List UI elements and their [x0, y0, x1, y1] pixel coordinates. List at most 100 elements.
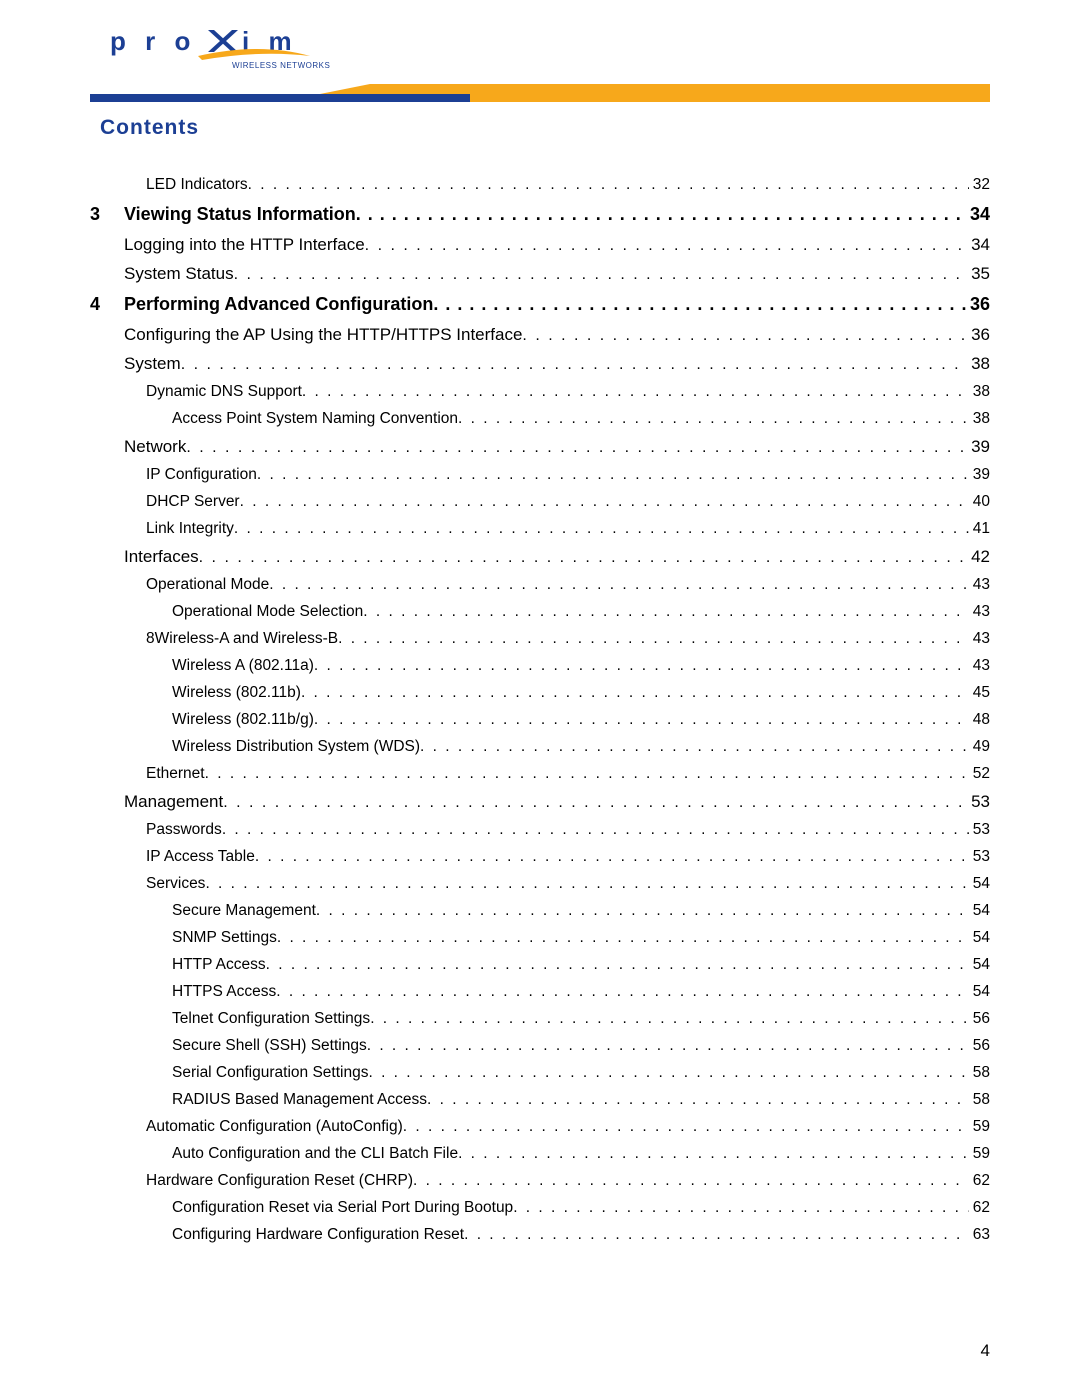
toc-page-number: 54 [969, 902, 990, 920]
toc-page-number: 43 [969, 657, 990, 675]
page-number: 4 [981, 1341, 990, 1361]
svg-text:p r o: p r o [110, 28, 196, 56]
toc-entry[interactable]: Dynamic DNS Support38 [90, 383, 990, 401]
toc-entry[interactable]: Operational Mode Selection43 [90, 603, 990, 621]
toc-leader-dots [234, 266, 967, 284]
toc-leader-dots [266, 956, 969, 974]
toc-leader-dots [240, 493, 969, 511]
toc-entry[interactable]: LED Indicators32 [90, 176, 990, 194]
toc-page-number: 54 [969, 983, 990, 1001]
toc-leader-dots [186, 439, 967, 457]
toc-entry[interactable]: Hardware Configuration Reset (CHRP)62 [90, 1172, 990, 1190]
toc-label: System [124, 354, 181, 374]
toc-entry[interactable]: 4Performing Advanced Configuration 36 [90, 294, 990, 315]
toc-entry[interactable]: Configuring Hardware Configuration Reset… [90, 1226, 990, 1244]
toc-leader-dots [255, 848, 969, 866]
toc-entry[interactable]: DHCP Server40 [90, 493, 990, 511]
toc-label: Dynamic DNS Support [146, 383, 302, 401]
brand-logo: p r o i m WIRELESS NETWORKS [90, 28, 990, 74]
toc-entry[interactable]: 8Wireless-A and Wireless-B43 [90, 630, 990, 648]
toc-label: Link Integrity [146, 520, 234, 538]
toc-page-number: 53 [967, 792, 990, 812]
toc-leader-dots [301, 684, 969, 702]
toc-page-number: 36 [966, 294, 990, 315]
toc-leader-dots [314, 711, 969, 729]
toc-page-number: 43 [969, 603, 990, 621]
toc-entry[interactable]: Management 53 [90, 792, 990, 812]
toc-entry[interactable]: Ethernet52 [90, 765, 990, 783]
toc-leader-dots [464, 1226, 969, 1244]
toc-leader-dots [276, 983, 969, 1001]
toc-label: Network [124, 437, 186, 457]
toc-entry[interactable]: Passwords53 [90, 821, 990, 839]
toc-entry[interactable]: Link Integrity41 [90, 520, 990, 538]
toc-page-number: 54 [969, 875, 990, 893]
toc-leader-dots [181, 356, 967, 374]
toc-label: Management [124, 792, 223, 812]
toc-page-number: 43 [969, 576, 990, 594]
toc-entry[interactable]: IP Access Table53 [90, 848, 990, 866]
toc-entry[interactable]: Interfaces42 [90, 547, 990, 567]
toc-page-number: 49 [969, 738, 990, 756]
toc-label: Configuring Hardware Configuration Reset [172, 1226, 464, 1244]
toc-entry[interactable]: RADIUS Based Management Access58 [90, 1091, 990, 1109]
toc-leader-dots [302, 383, 969, 401]
toc-entry[interactable]: Network39 [90, 437, 990, 457]
toc-label: Wireless (802.11b) [172, 684, 301, 702]
toc-leader-dots [269, 576, 969, 594]
toc-entry[interactable]: 3Viewing Status Information34 [90, 204, 990, 225]
toc-leader-dots [277, 929, 969, 947]
chapter-number: 3 [90, 204, 124, 225]
toc-page-number: 54 [969, 956, 990, 974]
toc-entry[interactable]: Automatic Configuration (AutoConfig)59 [90, 1118, 990, 1136]
toc-page-number: 39 [969, 466, 990, 484]
toc-leader-dots [367, 1037, 969, 1055]
toc-entry[interactable]: Serial Configuration Settings58 [90, 1064, 990, 1082]
toc-entry[interactable]: Services54 [90, 875, 990, 893]
toc-label: Configuration Reset via Serial Port Duri… [172, 1199, 513, 1217]
toc-leader-dots [363, 603, 968, 621]
toc-entry[interactable]: Telnet Configuration Settings56 [90, 1010, 990, 1028]
toc-page-number: 62 [969, 1199, 990, 1217]
toc-label: HTTP Access [172, 956, 266, 974]
toc-entry[interactable]: Wireless A (802.11a)43 [90, 657, 990, 675]
toc-page-number: 36 [967, 325, 990, 345]
toc-entry[interactable]: Wireless (802.11b)45 [90, 684, 990, 702]
chapter-number: 4 [90, 294, 124, 315]
toc-label: Secure Management [172, 902, 316, 920]
toc-entry[interactable]: Secure Shell (SSH) Settings56 [90, 1037, 990, 1055]
toc-leader-dots [458, 1145, 969, 1163]
toc-entry[interactable]: Access Point System Naming Convention38 [90, 410, 990, 428]
toc-page-number: 48 [969, 711, 990, 729]
toc-page-number: 58 [969, 1091, 990, 1109]
toc-leader-dots [234, 520, 969, 538]
toc-entry[interactable]: Configuration Reset via Serial Port Duri… [90, 1199, 990, 1217]
table-of-contents: LED Indicators32 3Viewing Status Informat… [90, 176, 990, 1244]
toc-entry[interactable]: Configuring the AP Using the HTTP/HTTPS … [90, 325, 990, 345]
toc-label: Telnet Configuration Settings [172, 1010, 370, 1028]
page-title: Contents [100, 116, 990, 140]
toc-entry[interactable]: HTTP Access 54 [90, 956, 990, 974]
toc-entry[interactable]: Secure Management 54 [90, 902, 990, 920]
toc-page-number: 53 [969, 821, 990, 839]
toc-entry[interactable]: Wireless (802.11b/g) 48 [90, 711, 990, 729]
toc-label: System Status [124, 264, 234, 284]
toc-entry[interactable]: Operational Mode43 [90, 576, 990, 594]
toc-leader-dots [458, 410, 969, 428]
toc-label: Performing Advanced Configuration [124, 294, 433, 315]
toc-entry[interactable]: Logging into the HTTP Interface34 [90, 235, 990, 255]
toc-label: HTTPS Access [172, 983, 276, 1001]
toc-entry[interactable]: System Status35 [90, 264, 990, 284]
toc-entry[interactable]: Auto Configuration and the CLI Batch Fil… [90, 1145, 990, 1163]
toc-entry[interactable]: HTTPS Access 54 [90, 983, 990, 1001]
brand-tagline: WIRELESS NETWORKS [232, 61, 330, 70]
toc-label: Secure Shell (SSH) Settings [172, 1037, 367, 1055]
toc-label: Access Point System Naming Convention [172, 410, 458, 428]
toc-leader-dots [368, 1064, 968, 1082]
toc-entry[interactable]: System38 [90, 354, 990, 374]
toc-label: Wireless (802.11b/g) [172, 711, 314, 729]
toc-page-number: 40 [969, 493, 990, 511]
toc-entry[interactable]: Wireless Distribution System (WDS)49 [90, 738, 990, 756]
toc-entry[interactable]: IP Configuration39 [90, 466, 990, 484]
toc-entry[interactable]: SNMP Settings54 [90, 929, 990, 947]
